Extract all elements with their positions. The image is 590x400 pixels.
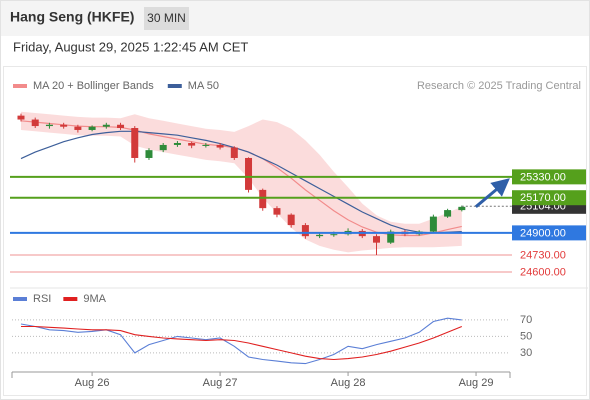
candle-body [159,144,167,151]
candle-body [330,234,338,236]
level-label: 24730.00 [520,249,566,261]
candle-body [444,210,452,217]
candle-body [74,126,82,130]
legend-label: RSI [33,293,51,305]
x-tick-label: Aug 27 [203,377,238,389]
candle-body [316,234,324,237]
candle-body [259,189,267,209]
interval[interactable]: 30 MIN [147,11,186,25]
candle-body [245,157,253,190]
legend-label: MA 20 + Bollinger Bands [33,80,154,92]
y-tick-label: 30 [520,347,532,359]
ma-line [20,130,462,234]
interval-box[interactable] [144,7,189,30]
candle-body [117,124,125,129]
candle-body [17,115,25,120]
y-tick-label: 50 [520,330,532,342]
candle-body [429,216,437,232]
level-box [512,225,586,241]
candle-body [102,124,110,127]
candle-body [188,142,196,146]
projection-arrow [474,178,510,208]
datetime: Friday, August 29, 2025 1:22:45 AM CET [13,39,248,54]
candle-body [45,124,53,127]
level-box [512,190,586,206]
candle-body [287,214,295,226]
title: Hang Seng (HKFE) [10,9,134,25]
indicator-line [20,317,462,365]
level-label: 25330.00 [520,171,566,183]
indicator-line [21,325,463,361]
level-box [512,169,586,185]
legend-label: 9MA [83,293,106,305]
candle-body [202,144,210,146]
level-label: 24900.00 [520,227,566,239]
candle-body [458,206,466,211]
legend-label: MA 50 [188,80,219,92]
level-label: 25170.00 [520,192,566,204]
candle-body [230,147,238,158]
chart-frame [3,66,587,396]
candle-body [145,150,153,158]
candle-body [173,142,181,145]
level-label: 24600.00 [520,266,566,278]
candle-body [31,119,39,127]
candle-body [60,124,68,127]
candle-body [131,128,139,158]
bollinger-band [21,111,462,253]
x-tick-label: Aug 26 [75,377,110,389]
candle-body [273,208,281,215]
candle-body [216,144,224,148]
candle-body [387,231,395,243]
header-bar [0,0,590,36]
candle-body [88,126,96,130]
candle-body [301,225,309,237]
x-tick-label: Aug 28 [331,377,366,389]
credit: Research © 2025 Trading Central [417,80,581,92]
x-tick-label: Aug 29 [459,377,494,389]
candle-body [373,236,380,243]
y-tick-label: 70 [520,314,532,326]
